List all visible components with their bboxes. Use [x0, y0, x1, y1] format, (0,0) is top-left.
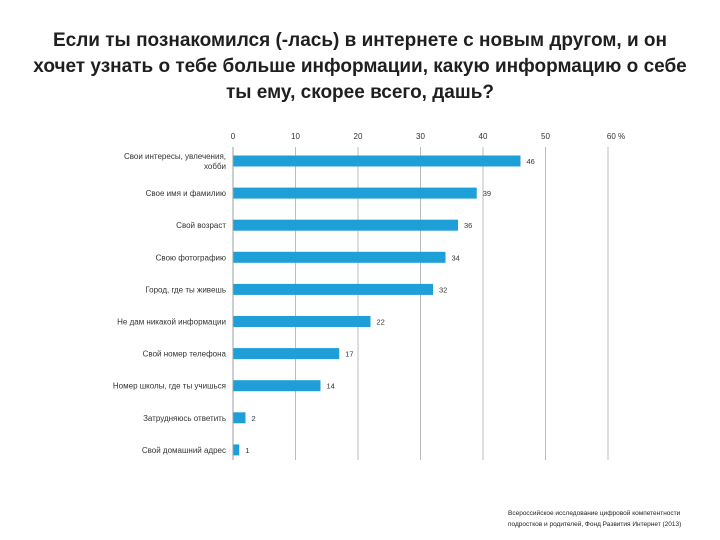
source-line-2: подростков и родителей, Фонд Развития Ин… [508, 521, 682, 528]
bar [233, 444, 240, 456]
category-label: Не дам никакой информации [117, 318, 226, 327]
category-label: Свой домашний адрес [142, 446, 226, 455]
value-label: 32 [439, 285, 447, 294]
x-tick-label: 30 [416, 132, 425, 141]
x-tick-label: 0 [231, 132, 236, 141]
category-label: хобби [204, 162, 226, 171]
category-label: Свой возраст [176, 221, 226, 230]
category-label: Затрудняюсь ответить [143, 414, 226, 423]
x-tick-label: 60 % [607, 132, 625, 141]
bar [233, 380, 321, 392]
source-line-1: Всероссийское исследование цифровой комп… [508, 510, 681, 517]
x-tick-label: 40 [479, 132, 488, 141]
category-label: Свою фотографию [156, 253, 226, 262]
bar [233, 219, 458, 231]
x-tick-label: 20 [354, 132, 363, 141]
bar [233, 283, 433, 295]
chart-title: Если ты познакомился (-лась) в интернете… [33, 30, 687, 103]
bar [233, 187, 477, 199]
value-label: 34 [452, 253, 460, 262]
value-label: 22 [377, 318, 385, 327]
category-label: Свой номер телефона [143, 350, 227, 359]
category-label: Номер школы, где ты учишься [113, 382, 226, 391]
value-label: 39 [483, 189, 491, 198]
value-label: 1 [245, 446, 249, 455]
value-label: 14 [327, 382, 335, 391]
value-label: 46 [527, 157, 535, 166]
bar [233, 316, 371, 327]
value-label: 36 [464, 221, 472, 230]
category-label: Свои интересы, увлечения, [124, 152, 226, 161]
category-label: Город, где ты живешь [145, 285, 226, 294]
bar [233, 348, 340, 360]
bar [233, 155, 521, 167]
x-tick-label: 50 [541, 132, 550, 141]
value-label: 2 [252, 414, 256, 423]
value-label: 17 [345, 350, 353, 359]
category-label: Свое имя и фамилию [146, 189, 226, 198]
x-tick-label: 10 [291, 132, 300, 141]
bar [233, 251, 446, 263]
source-note: Всероссийское исследование цифровой комп… [508, 508, 713, 530]
bar [233, 412, 246, 424]
